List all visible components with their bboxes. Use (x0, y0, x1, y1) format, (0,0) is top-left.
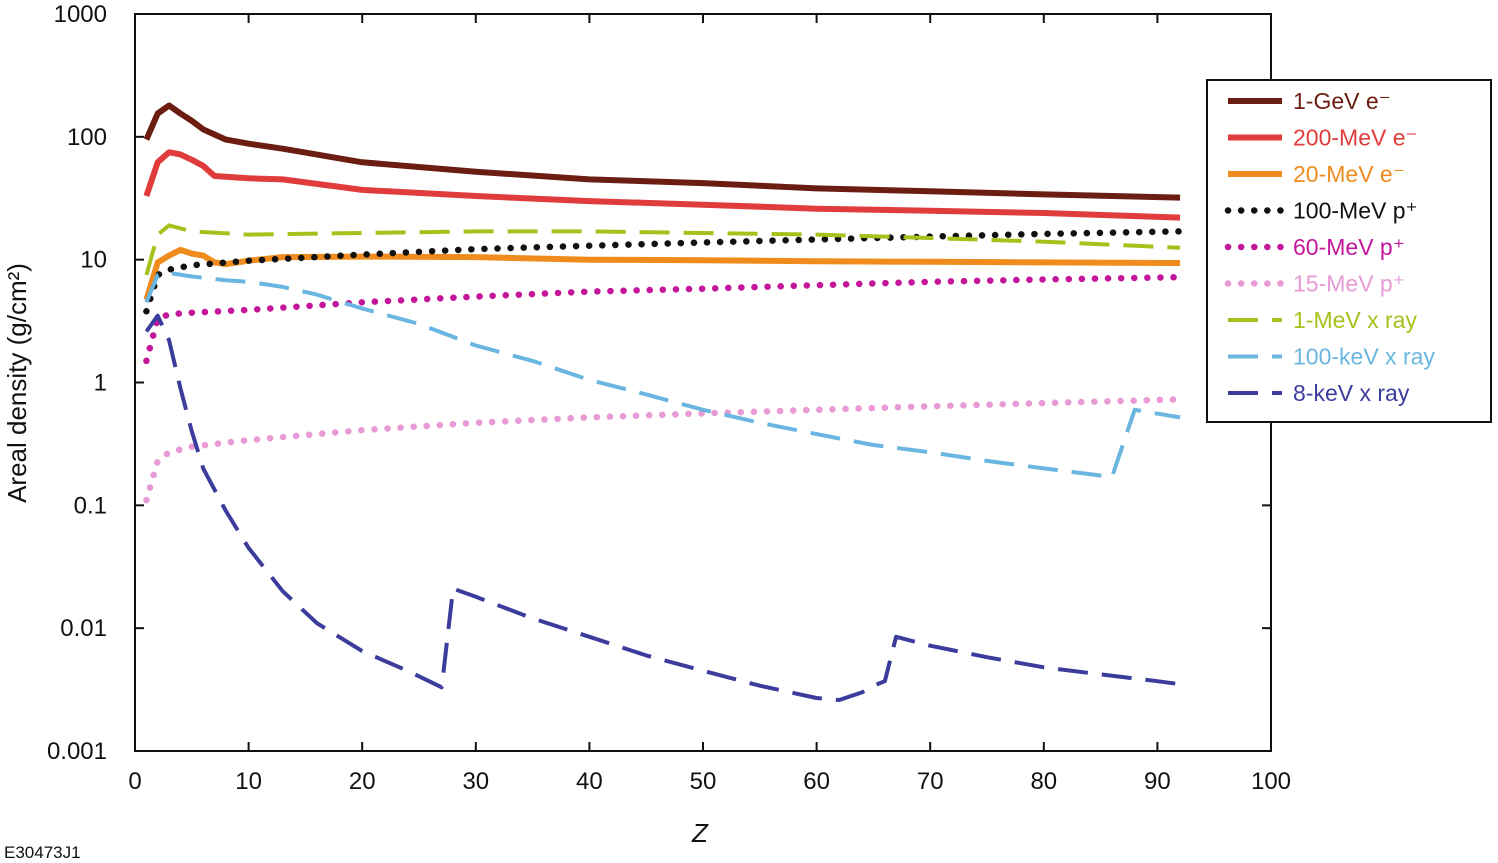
x-tick-label: 60 (803, 768, 830, 795)
x-tick-label: 20 (349, 768, 376, 795)
y-tick-label: 1 (94, 370, 107, 397)
y-axis: 0.001 0.01 0.1 1 10 100 1000 (47, 1, 1271, 765)
legend-label: 15-MeV p⁺ (1293, 271, 1405, 297)
x-tick-label: 10 (235, 768, 262, 795)
x-tick-label: 90 (1144, 768, 1171, 795)
series-line-1 (143, 102, 1181, 201)
y-axis-title: Areal density (g/cm²) (2, 263, 32, 503)
series-layer (143, 102, 1184, 702)
series-line-4 (143, 228, 1184, 315)
y-tick-label: 0.1 (74, 492, 107, 519)
legend-label: 8-keV x ray (1293, 380, 1410, 406)
plot-frame (134, 13, 1272, 752)
x-tick-label: 70 (917, 768, 944, 795)
plot-area (134, 13, 1272, 752)
legend: 1-GeV e⁻ 200-MeV e⁻ 20-MeV e⁻ 100-MeV p⁺ 60-… (1206, 79, 1492, 423)
series-line-6 (143, 396, 1184, 504)
y-tick-label: 100 (67, 124, 107, 151)
series-line-8 (144, 270, 1181, 479)
legend-label: 1-MeV x ray (1293, 307, 1417, 333)
x-tick-label: 30 (462, 768, 489, 795)
y-tick-label: 1000 (54, 1, 107, 28)
x-tick-label: 50 (690, 768, 717, 795)
y-tick-label: 0.01 (60, 615, 107, 642)
legend-items: 1-GeV e⁻ 200-MeV e⁻ 20-MeV e⁻ 100-MeV p⁺ 60-… (1224, 88, 1435, 406)
x-tick-label: 0 (128, 768, 141, 795)
legend-label: 200-MeV e⁻ (1293, 125, 1418, 151)
legend-label: 60-MeV p⁺ (1293, 234, 1405, 260)
x-tick-label: 100 (1251, 768, 1291, 795)
series-line-3 (143, 246, 1181, 301)
x-tick-label: 40 (576, 768, 603, 795)
x-axis-title: Z (691, 818, 709, 848)
x-tick-label: 80 (1030, 768, 1057, 795)
series-line-2 (143, 149, 1181, 221)
series-line-5 (143, 273, 1184, 365)
legend-label: 1-GeV e⁻ (1293, 88, 1391, 114)
series-line-9 (144, 313, 1181, 702)
legend-label: 20-MeV e⁻ (1293, 161, 1405, 187)
legend-label: 100-MeV p⁺ (1293, 198, 1418, 224)
y-tick-label: 0.001 (47, 738, 107, 765)
figure-id: E30473J1 (4, 843, 81, 862)
legend-label: 100-keV x ray (1293, 344, 1435, 370)
y-tick-label: 10 (80, 247, 107, 274)
series-line-7 (144, 223, 1181, 276)
x-axis: 0 10 20 30 40 50 60 70 80 90 100 (128, 14, 1291, 795)
